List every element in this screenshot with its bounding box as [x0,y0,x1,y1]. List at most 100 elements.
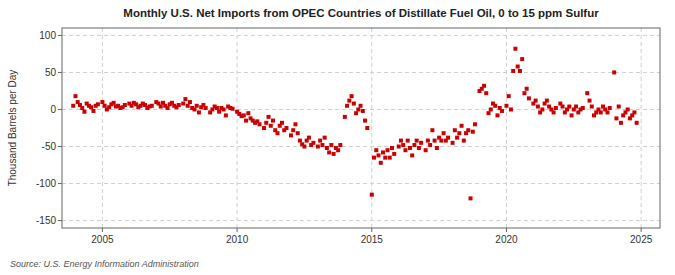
point [428,143,432,147]
point [632,110,636,114]
grid-line [102,28,103,228]
point [493,104,497,108]
point [186,104,190,108]
point [343,115,347,119]
point [605,110,609,114]
point [204,106,208,110]
point [316,145,320,149]
point [453,128,457,132]
point [626,107,630,111]
point [242,113,246,117]
point [536,105,540,109]
point [509,107,513,111]
point [588,99,592,103]
point [489,107,493,111]
point [522,91,526,95]
point [388,156,392,160]
point [561,105,565,109]
point [567,105,571,109]
y-tick-label: -50 [42,141,57,152]
y-tick-label: 100 [39,30,56,41]
point [570,113,574,117]
point [435,146,439,150]
point [426,139,430,143]
point [347,99,351,103]
x-tick [371,228,372,232]
point [397,145,401,149]
point [403,148,407,152]
point [224,113,228,117]
y-tick-label: -150 [36,215,56,226]
point [327,150,331,154]
point [401,143,405,147]
point [619,121,623,125]
point [222,107,226,111]
point [520,57,524,61]
x-tick [237,228,238,232]
y-tick-label: 50 [45,67,57,78]
point [302,145,306,149]
point [473,122,477,126]
point [585,91,589,95]
plot-frame [62,28,660,228]
point [617,105,621,109]
point [284,126,288,130]
point [80,106,84,110]
point [415,139,419,143]
point [424,148,428,152]
grid-line [62,183,660,184]
point [262,126,266,130]
point [320,143,324,147]
point [269,124,273,128]
point [345,104,349,108]
point [518,69,522,73]
grid-line [62,146,660,147]
point [177,103,181,107]
point [383,156,387,160]
point [231,107,235,111]
point [412,143,416,147]
point [363,119,367,123]
x-tick-label: 2020 [495,234,518,245]
point [96,102,100,106]
point [469,196,473,200]
point [545,99,549,103]
point [195,104,199,108]
point [181,102,185,106]
point [293,122,297,126]
y-tick-label: 0 [50,104,56,115]
point [336,148,340,152]
point [159,105,163,109]
grid-line [641,28,642,228]
source-note: Source: U.S. Energy Information Administ… [10,259,199,269]
point [484,91,488,95]
point [608,106,612,110]
y-tick [58,109,62,110]
x-tick [641,228,642,232]
chart: -150-100-5005010020052010201520202025Mon… [0,0,675,275]
point [581,106,585,110]
point [166,106,170,110]
point [442,131,446,135]
y-tick-label: -100 [36,178,56,189]
point [482,84,486,88]
point [244,119,248,123]
point [82,110,86,114]
grid-line [237,28,238,228]
point [264,121,268,125]
plot-area [62,28,660,228]
y-axis-label: Thousand Barrels per Day [7,70,18,187]
y-tick [58,183,62,184]
point [307,136,311,140]
point [100,100,104,104]
point [73,94,77,98]
point [372,156,376,160]
point [332,152,336,156]
point [599,110,603,114]
point [318,139,322,143]
point [361,109,365,113]
point [356,107,360,111]
point [392,152,396,156]
point [451,141,455,145]
y-tick [58,146,62,147]
